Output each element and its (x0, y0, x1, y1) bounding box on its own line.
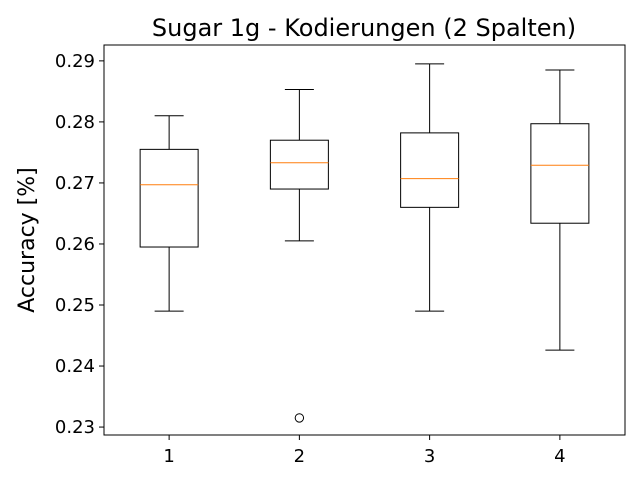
plot-area: 0.23 0.24 0.25 0.26 0.27 0.28 0.29 1 2 3 4 (55, 44, 626, 467)
plot-frame (103, 44, 626, 436)
y-tick-label: 0.27 (55, 173, 95, 194)
y-tick-label: 0.29 (55, 51, 95, 72)
flier-point (294, 413, 305, 423)
y-tick-label: 0.26 (55, 234, 95, 255)
x-tick-label: 3 (424, 446, 435, 467)
x-tick-label: 1 (163, 446, 174, 467)
y-tick-label: 0.24 (55, 356, 95, 377)
y-axis-label: Accuracy [%] (15, 167, 40, 313)
box-iqr (139, 148, 199, 248)
box-iqr (269, 139, 329, 190)
y-tick-label: 0.23 (55, 417, 95, 438)
chart-title: Sugar 1g - Kodierungen (2 Spalten) (152, 14, 576, 42)
x-tick-label: 2 (294, 446, 305, 467)
x-tick-label: 4 (554, 446, 565, 467)
y-tick-label: 0.28 (55, 112, 95, 133)
box-iqr (530, 123, 590, 224)
box-iqr (400, 132, 460, 208)
y-tick-label: 0.25 (55, 295, 95, 316)
